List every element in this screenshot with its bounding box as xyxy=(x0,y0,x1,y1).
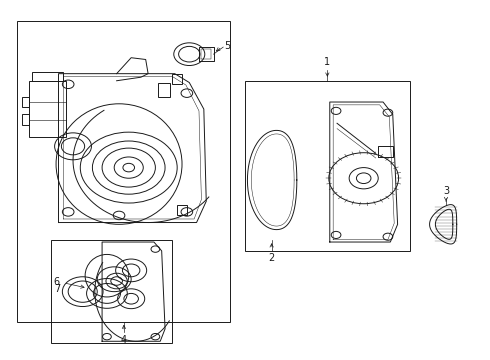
Bar xyxy=(22,97,29,107)
Bar xyxy=(32,72,63,81)
Bar xyxy=(22,114,29,125)
Text: 3: 3 xyxy=(443,186,449,196)
Text: 1: 1 xyxy=(324,57,330,67)
Bar xyxy=(51,240,172,343)
Text: 5: 5 xyxy=(224,41,231,51)
Bar xyxy=(245,81,410,251)
Bar xyxy=(29,81,66,138)
Bar xyxy=(17,21,230,322)
Text: 2: 2 xyxy=(269,253,275,263)
Bar xyxy=(172,74,182,84)
Bar xyxy=(158,82,170,97)
Text: 6: 6 xyxy=(54,277,60,287)
Text: 4: 4 xyxy=(121,335,127,345)
Bar xyxy=(177,205,187,215)
Text: 7: 7 xyxy=(54,284,60,294)
